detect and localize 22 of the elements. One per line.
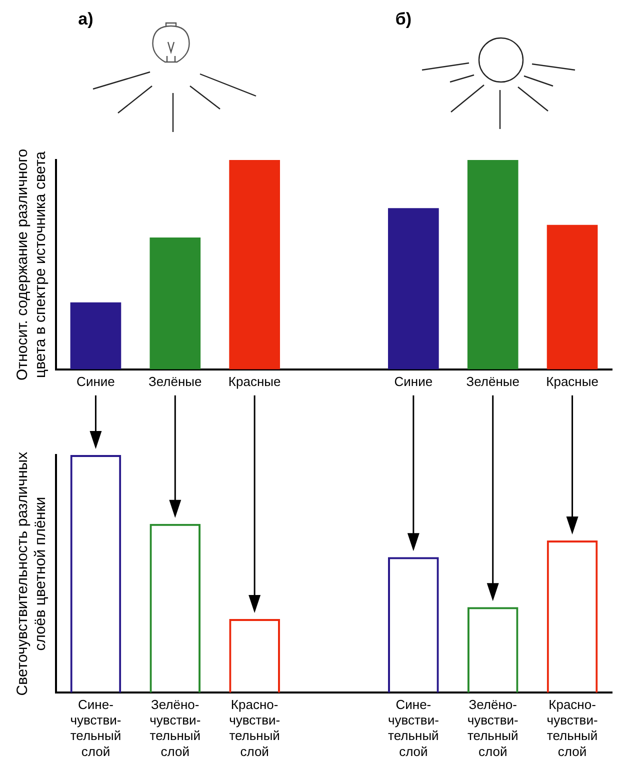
x-tick-label: Красные [228,374,281,389]
y-axis-title: Относит. содержание различного цвета в спектре источника света [14,148,50,380]
bar [388,208,439,370]
bar [150,237,201,370]
bar [229,160,280,370]
x-tick-label: Синие [76,374,115,389]
bar [467,160,518,370]
bar [546,224,598,370]
x-tick-label: Красно- чувстви- тельный слой [229,696,280,759]
x-tick-label: Зелёные [148,374,202,389]
text: б) [395,10,412,29]
x-tick-label: Красные [546,374,598,389]
x-tick-label: Синие [394,374,433,389]
text: а) [78,10,94,29]
y-axis-title: Светочувствительность различных слоёв цветной плёнки [14,451,50,696]
x-tick-label: Зелёно- чувстви- тельный слой [150,696,201,759]
x-tick-label: Сине- чувстви- тельный слой [388,696,439,759]
x-tick-label: Красно- чувстви- тельный слой [546,696,598,759]
x-tick-label: Зелёные [466,374,520,389]
x-tick-label: Зелёно- чувстви- тельный слой [467,696,518,759]
x-tick-label: Сине- чувстви- тельный слой [70,696,122,759]
bar [70,302,122,370]
